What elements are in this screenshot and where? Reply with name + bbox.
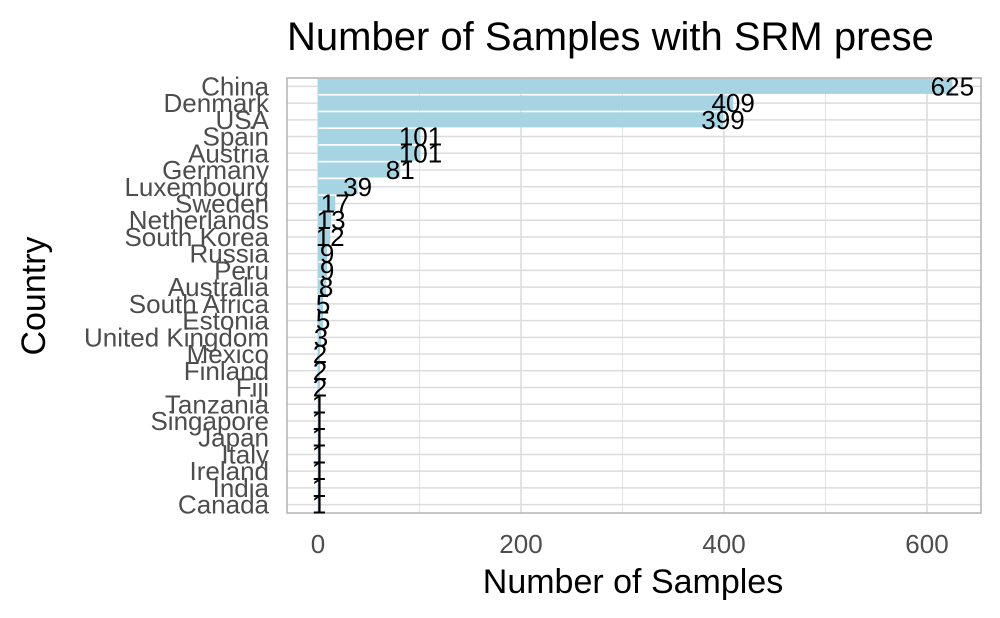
y-tick-label: Singapore [150, 406, 269, 436]
data-label: 9 [320, 255, 334, 285]
y-tick-label: USA [216, 105, 270, 135]
data-label: 1 [312, 490, 326, 520]
data-label: 101 [399, 122, 442, 152]
bar-estonia [318, 313, 324, 329]
y-tick-label: Netherlands [129, 205, 269, 235]
data-label: 5 [316, 289, 330, 319]
data-label: 1 [312, 406, 326, 436]
y-tick-label: Spain [203, 122, 270, 152]
bar-japan [318, 430, 320, 446]
y-axis-title: Country [15, 236, 53, 355]
data-label: 39 [343, 172, 372, 202]
data-label: 8 [319, 272, 333, 302]
y-tick-label: Peru [214, 255, 269, 285]
y-tick-label: Austria [188, 138, 269, 168]
y-tick-label: Ireland [190, 456, 270, 486]
y-tick-label: South Korea [124, 222, 269, 252]
bar-china [318, 78, 953, 94]
data-label: 625 [931, 71, 974, 101]
data-label: 5 [316, 306, 330, 336]
x-tick-label: 0 [311, 529, 325, 559]
data-label: 3 [314, 322, 328, 352]
data-label: 399 [701, 105, 744, 135]
bar-mexico [318, 346, 321, 362]
bar-south-africa [318, 296, 324, 312]
data-label: 1 [312, 439, 326, 469]
y-tick-label: Japan [198, 423, 269, 453]
bar-denmark [318, 95, 734, 111]
bar-australia [318, 279, 327, 295]
bar-ireland [318, 463, 320, 479]
y-tick-label: Estonia [182, 306, 269, 336]
y-tick-label: Luxembourg [124, 172, 269, 202]
bar-spain [318, 129, 421, 145]
data-label: 409 [711, 88, 754, 118]
x-tick-label: 600 [905, 529, 948, 559]
bar-luxembourg [318, 179, 358, 195]
bar-italy [318, 446, 320, 462]
bar-united-kingdom [318, 329, 322, 345]
x-tick-label: 400 [702, 529, 745, 559]
data-label: 1 [312, 473, 326, 503]
bar-south-korea [318, 229, 331, 245]
data-label: 1 [312, 456, 326, 486]
y-tick-label: Denmark [164, 88, 270, 118]
y-tick-label: Mexico [187, 339, 269, 369]
data-label: 2 [313, 339, 327, 369]
y-tick-label: Canada [178, 490, 270, 520]
data-label: 1 [312, 423, 326, 453]
data-label: 13 [317, 205, 346, 235]
y-tick-label: Russia [190, 239, 270, 269]
bar-india [318, 480, 320, 496]
y-tick-label: Tanzania [165, 389, 270, 419]
y-tick-label: Italy [221, 439, 269, 469]
bar-peru [318, 262, 328, 278]
data-label: 2 [313, 373, 327, 403]
y-tick-label: Fiji [236, 373, 269, 403]
bar-austria [318, 145, 421, 161]
x-tick-labels: 0 200 400 600 [311, 529, 949, 559]
bars [318, 78, 953, 513]
y-tick-label: China [201, 71, 269, 101]
y-tick-label: South Africa [129, 289, 270, 319]
y-tick-label: United Kingdom [84, 322, 269, 352]
data-label: 101 [399, 138, 442, 168]
data-label: 2 [313, 356, 327, 386]
bar-usa [318, 112, 723, 128]
x-tick-label: 200 [499, 529, 542, 559]
y-tick-label: Finland [184, 356, 269, 386]
y-tick-label: Germany [162, 155, 269, 185]
data-label: 12 [316, 222, 345, 252]
bar-germany [318, 162, 401, 178]
bar-singapore [318, 413, 320, 429]
bar-russia [318, 246, 328, 262]
bar-canada [318, 497, 320, 513]
data-label: 9 [320, 239, 334, 269]
chart-title: Number of Samples with SRM prese [287, 15, 934, 59]
data-label: 17 [321, 188, 350, 218]
x-axis-title: Number of Samples [483, 563, 783, 601]
bar-fiji [318, 379, 321, 396]
bar-netherlands [318, 212, 332, 228]
y-tick-label: Sweden [175, 188, 269, 218]
data-label: 81 [386, 155, 415, 185]
y-tick-label: India [213, 473, 270, 503]
bar-finland [318, 363, 321, 379]
panel-border [286, 77, 982, 514]
y-tick-label: Australia [168, 272, 270, 302]
bar-tanzania [318, 396, 320, 412]
bar-sweden [318, 195, 336, 212]
data-label: 1 [312, 389, 326, 419]
y-tick-labels: ChinaDenmarkUSASpainAustriaGermanyLuxemb… [84, 71, 270, 519]
data-labels: 6254093991011018139171312998553222111111… [312, 71, 974, 519]
